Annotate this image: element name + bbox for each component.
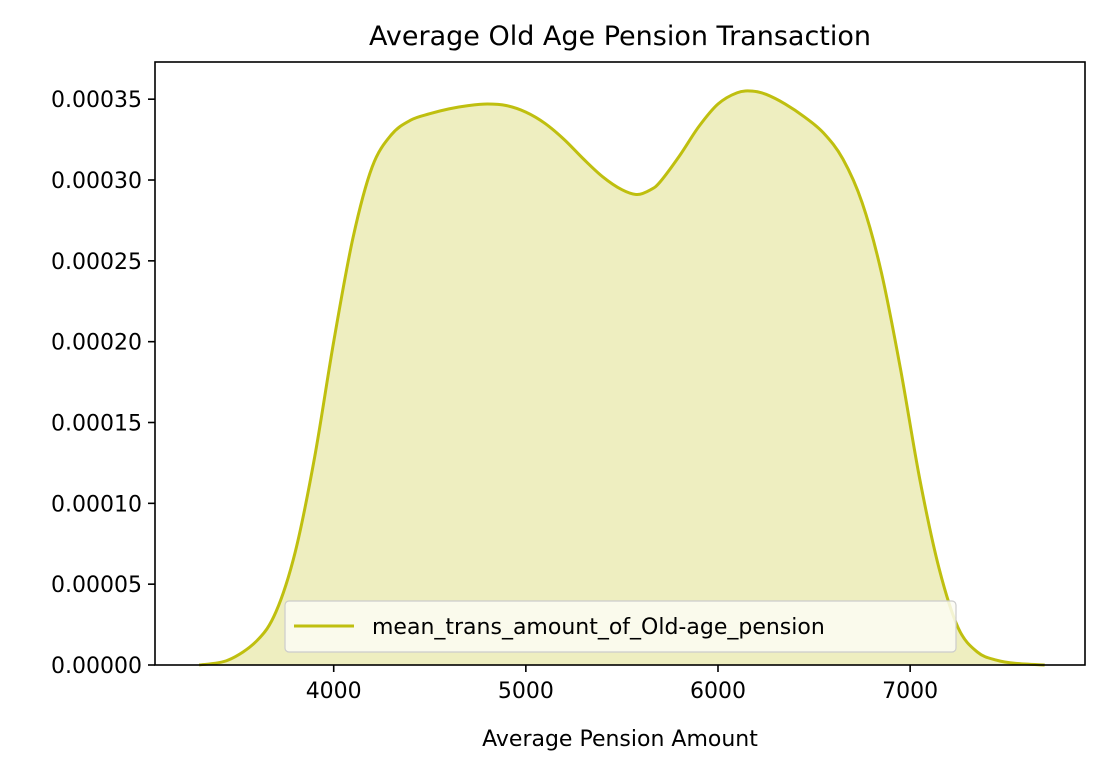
y-axis: 0.00000 0.00005 0.00010 0.00015 0.00020 0.000…	[51, 88, 155, 679]
x-tick-label: 6000	[690, 679, 746, 704]
y-tick-label: 0.00035	[51, 88, 142, 113]
chart-title: Average Old Age Pension Transaction	[369, 21, 871, 52]
density-line	[198, 89, 1045, 667]
plot-frame	[154, 61, 1086, 666]
density-area-fill	[199, 90, 1045, 666]
y-tick-label: 0.00000	[51, 654, 142, 679]
plot-area	[198, 89, 1045, 667]
y-tick-label: 0.00015	[51, 412, 142, 437]
x-axis-label: Average Pension Amount	[482, 727, 758, 752]
y-tick-label: 0.00025	[51, 250, 142, 275]
y-tick-label: 0.00010	[51, 492, 142, 517]
y-tick-label: 0.00020	[51, 331, 142, 356]
legend-label: mean_trans_amount_of_Old-age_pension	[372, 615, 825, 640]
y-tick-label: 0.00005	[51, 573, 142, 598]
x-axis: 4000 5000 6000 7000	[306, 665, 938, 704]
x-tick-label: 7000	[882, 679, 938, 704]
x-tick-label: 5000	[498, 679, 554, 704]
legend-box	[284, 600, 957, 653]
x-tick-label: 4000	[306, 679, 362, 704]
legend: mean_trans_amount_of_Old-age_pension	[284, 600, 957, 653]
y-tick-label: 0.00030	[51, 169, 142, 194]
